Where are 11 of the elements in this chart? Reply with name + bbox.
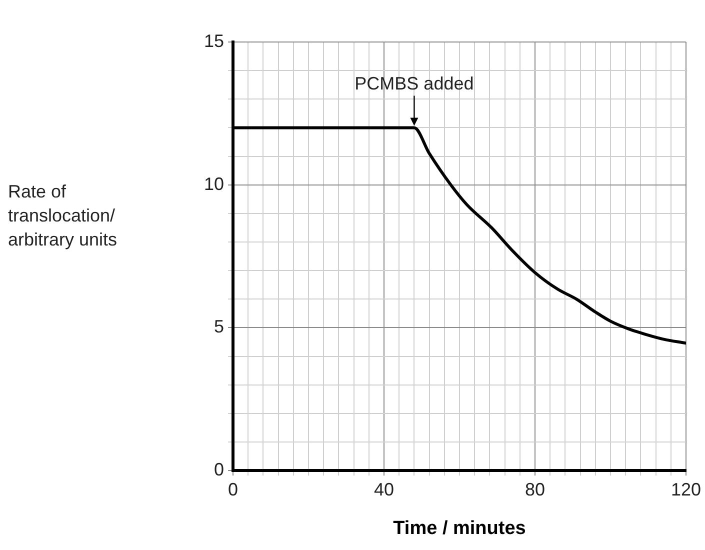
x-tick-label: 80 [524, 479, 546, 500]
y-tick-label: 0 [214, 460, 224, 480]
y-tick-label: 10 [204, 174, 224, 194]
x-tick-label: 0 [228, 479, 238, 500]
annotation: PCMBS added [354, 74, 474, 94]
x-axis-title: Time / minutes [393, 518, 526, 539]
y-tick-label: 5 [214, 316, 224, 337]
y-tick-label: 15 [204, 30, 224, 51]
y-axis-title: Rate of translocation/ arbitrary units [8, 181, 118, 250]
x-tick-label: 40 [374, 479, 394, 500]
x-tick-label: 120 [670, 479, 702, 500]
